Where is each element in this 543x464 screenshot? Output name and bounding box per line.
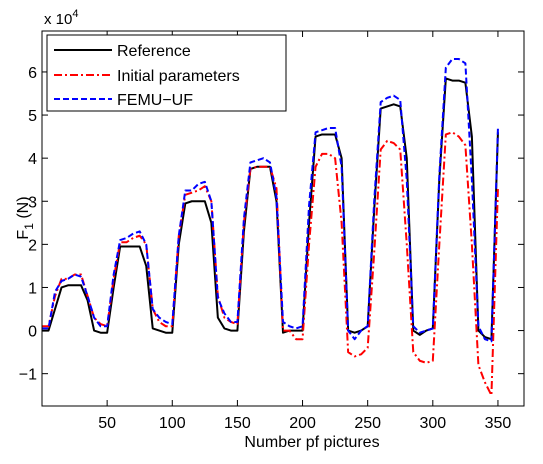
x-tick-label: 100 bbox=[159, 415, 186, 432]
x-tick-label: 300 bbox=[419, 415, 446, 432]
y-tick-label: 1 bbox=[28, 280, 37, 297]
y-axis-label: F1 (N) bbox=[15, 196, 36, 239]
y-tick-label: 4 bbox=[28, 151, 37, 168]
x-tick-label: 250 bbox=[354, 415, 381, 432]
legend-label-reference: Reference bbox=[117, 43, 191, 60]
y-tick-label: 5 bbox=[28, 108, 37, 125]
y-tick-label: −1 bbox=[19, 367, 37, 384]
x-axis-label: Number pf pictures bbox=[244, 434, 379, 451]
x-tick-label: 50 bbox=[98, 415, 116, 432]
x-tick-label: 150 bbox=[224, 415, 251, 432]
x-tick-label: 200 bbox=[289, 415, 316, 432]
y-axis-multiplier: x 104 bbox=[44, 8, 78, 28]
ticks-layer: 50 100 150 200 250 300 350 −1 0 1 2 3 4 5 6 bbox=[19, 31, 524, 432]
y-axis-label-subscript: 1 bbox=[22, 223, 36, 230]
labels-layer: Number pf pictures F1 (N) x 104 bbox=[15, 8, 380, 451]
x-tick-label: 350 bbox=[485, 415, 512, 432]
y-tick-label: 2 bbox=[28, 237, 37, 254]
y-axis-label-main: F bbox=[15, 230, 32, 240]
y-tick-label: 6 bbox=[28, 65, 37, 82]
legend-label-femu-uf: FEMU−UF bbox=[117, 92, 193, 109]
legend-label-initial-parameters: Initial parameters bbox=[117, 68, 240, 85]
y-tick-label: 0 bbox=[28, 324, 37, 341]
y-axis-multiplier-exponent: 4 bbox=[72, 8, 78, 20]
y-axis-multiplier-base: x 10 bbox=[44, 11, 72, 28]
plot-frame bbox=[41, 30, 525, 407]
series-layer bbox=[42, 58, 499, 397]
series-line-reference bbox=[42, 77, 499, 341]
legend: Reference Initial parameters FEMU−UF bbox=[46, 34, 287, 112]
series-line-femu-uf bbox=[42, 58, 499, 343]
y-tick-label: 3 bbox=[28, 194, 37, 211]
y-axis-label-unit: (N) bbox=[15, 196, 32, 223]
